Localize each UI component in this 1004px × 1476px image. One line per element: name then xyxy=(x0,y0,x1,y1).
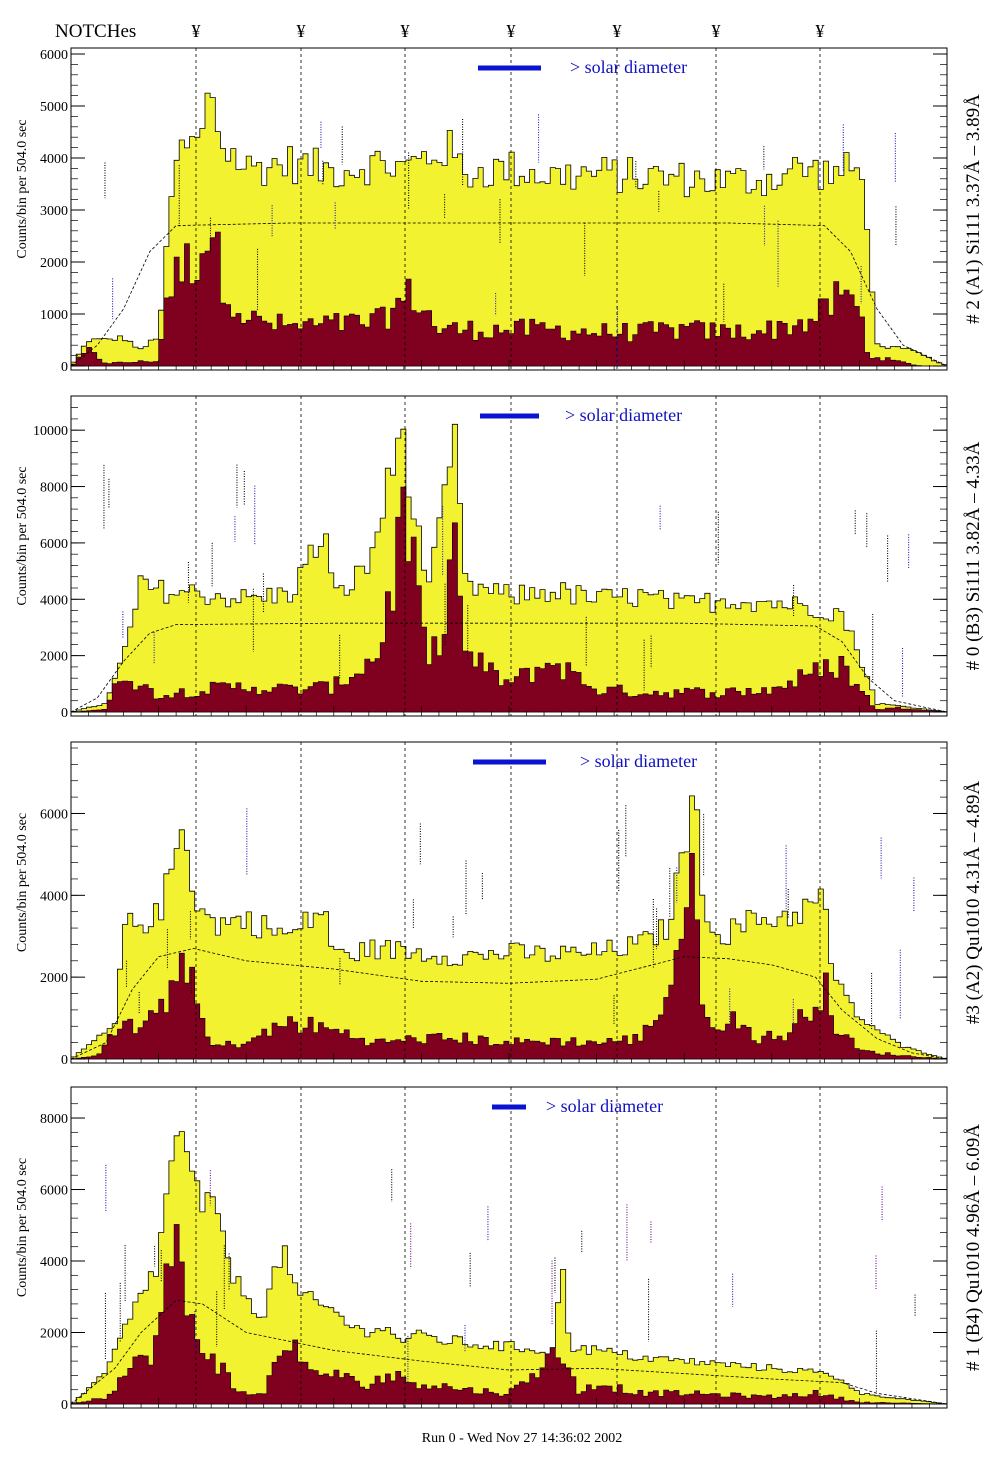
notch-symbol: ¥ xyxy=(192,21,201,41)
total-counts-histogram xyxy=(70,795,948,1060)
legend-label: > solar diameter xyxy=(546,1096,663,1116)
notch-symbol: ¥ xyxy=(816,21,825,41)
total-counts-histogram xyxy=(70,92,948,367)
notch-symbol: ¥ xyxy=(297,21,306,41)
footer-run-label: Run 0 - Wed Nov 27 14:36:02 2002 xyxy=(422,1431,622,1446)
model-curve xyxy=(70,622,948,713)
y-tick-label: 3000 xyxy=(40,204,68,219)
y-tick-label: 4000 xyxy=(40,152,68,167)
y-tick-label: 0 xyxy=(61,1398,68,1413)
y-tick-label: 2000 xyxy=(40,971,68,986)
y-tick-label: 4000 xyxy=(40,593,68,608)
chart-panel-1: 0 2000 4000 6000 8000 10000 Counts/bin per 504… xyxy=(15,395,984,721)
y-tick-label: 2000 xyxy=(40,256,68,271)
component-counts-histogram xyxy=(70,486,948,713)
y-tick-label: 8000 xyxy=(40,1112,68,1127)
y-tick-label: 1000 xyxy=(40,308,68,323)
component-counts-histogram xyxy=(70,853,948,1060)
notches-label: NOTCHes xyxy=(55,21,136,42)
panel-title: # 0 (B3) Si111 3.82Å – 4.33Å xyxy=(963,441,984,670)
panel-title: #3 (A2) Qu1010 4.31Å – 4.89Å xyxy=(963,781,984,1025)
y-tick-label: 6000 xyxy=(40,537,68,552)
y-tick-label: 5000 xyxy=(40,100,68,115)
legend-label: > solar diameter xyxy=(565,405,682,425)
y-tick-label: 2000 xyxy=(40,1327,68,1342)
model-curve xyxy=(70,948,948,1060)
notch-symbol: ¥ xyxy=(507,21,516,41)
y-tick-label: 2000 xyxy=(40,650,68,665)
y-tick-label: 6000 xyxy=(40,1184,68,1199)
y-tick-label: 10000 xyxy=(33,424,68,439)
y-tick-label: 8000 xyxy=(40,481,68,496)
y-tick-label: 0 xyxy=(61,706,68,721)
y-axis-label: Counts/bin per 504.0 sec xyxy=(15,813,30,952)
notch-symbol: ¥ xyxy=(613,21,622,41)
y-tick-label: 0 xyxy=(61,360,68,375)
y-axis-label: Counts/bin per 504.0 sec xyxy=(15,119,30,258)
chart-panel-3: 0 2000 4000 6000 8000 Counts/bin per 504.0 se… xyxy=(15,1086,984,1413)
chart-panel-2: 0 2000 4000 6000 Counts/bin per 504.0 sec #3 … xyxy=(15,741,984,1068)
notch-symbol: ¥ xyxy=(712,21,721,41)
y-tick-label: 4000 xyxy=(40,1255,68,1270)
notch-symbol: ¥ xyxy=(401,21,410,41)
model-curve xyxy=(70,222,948,367)
y-tick-label: 0 xyxy=(61,1053,68,1068)
component-counts-histogram xyxy=(70,231,947,367)
y-tick-label: 6000 xyxy=(40,48,68,63)
legend-label: > solar diameter xyxy=(570,57,687,77)
y-tick-label: 6000 xyxy=(40,807,68,822)
notch-markers: ¥ ¥ ¥ ¥ ¥ ¥ ¥ xyxy=(192,21,825,41)
model-curve xyxy=(70,1299,948,1405)
panel-title: # 1 (B4) Qu1010 4.96Å – 6.09Å xyxy=(963,1124,984,1371)
y-axis-label: Counts/bin per 504.0 sec xyxy=(15,1158,30,1297)
legend-label: > solar diameter xyxy=(580,751,697,771)
y-tick-label: 4000 xyxy=(40,889,68,904)
chart-panels: 0 1000 2000 3000 4000 5000 6000 Counts/bin per … xyxy=(15,47,984,1413)
y-axis-label: Counts/bin per 504.0 sec xyxy=(15,466,30,605)
total-counts-histogram xyxy=(70,1131,948,1405)
total-counts-histogram xyxy=(70,423,948,713)
panel-title: # 2 (A1) Si111 3.37Å – 3.89Å xyxy=(963,94,984,324)
component-counts-histogram xyxy=(70,1224,948,1405)
chart-panel-0: 0 1000 2000 3000 4000 5000 6000 Counts/bin per … xyxy=(15,47,984,375)
